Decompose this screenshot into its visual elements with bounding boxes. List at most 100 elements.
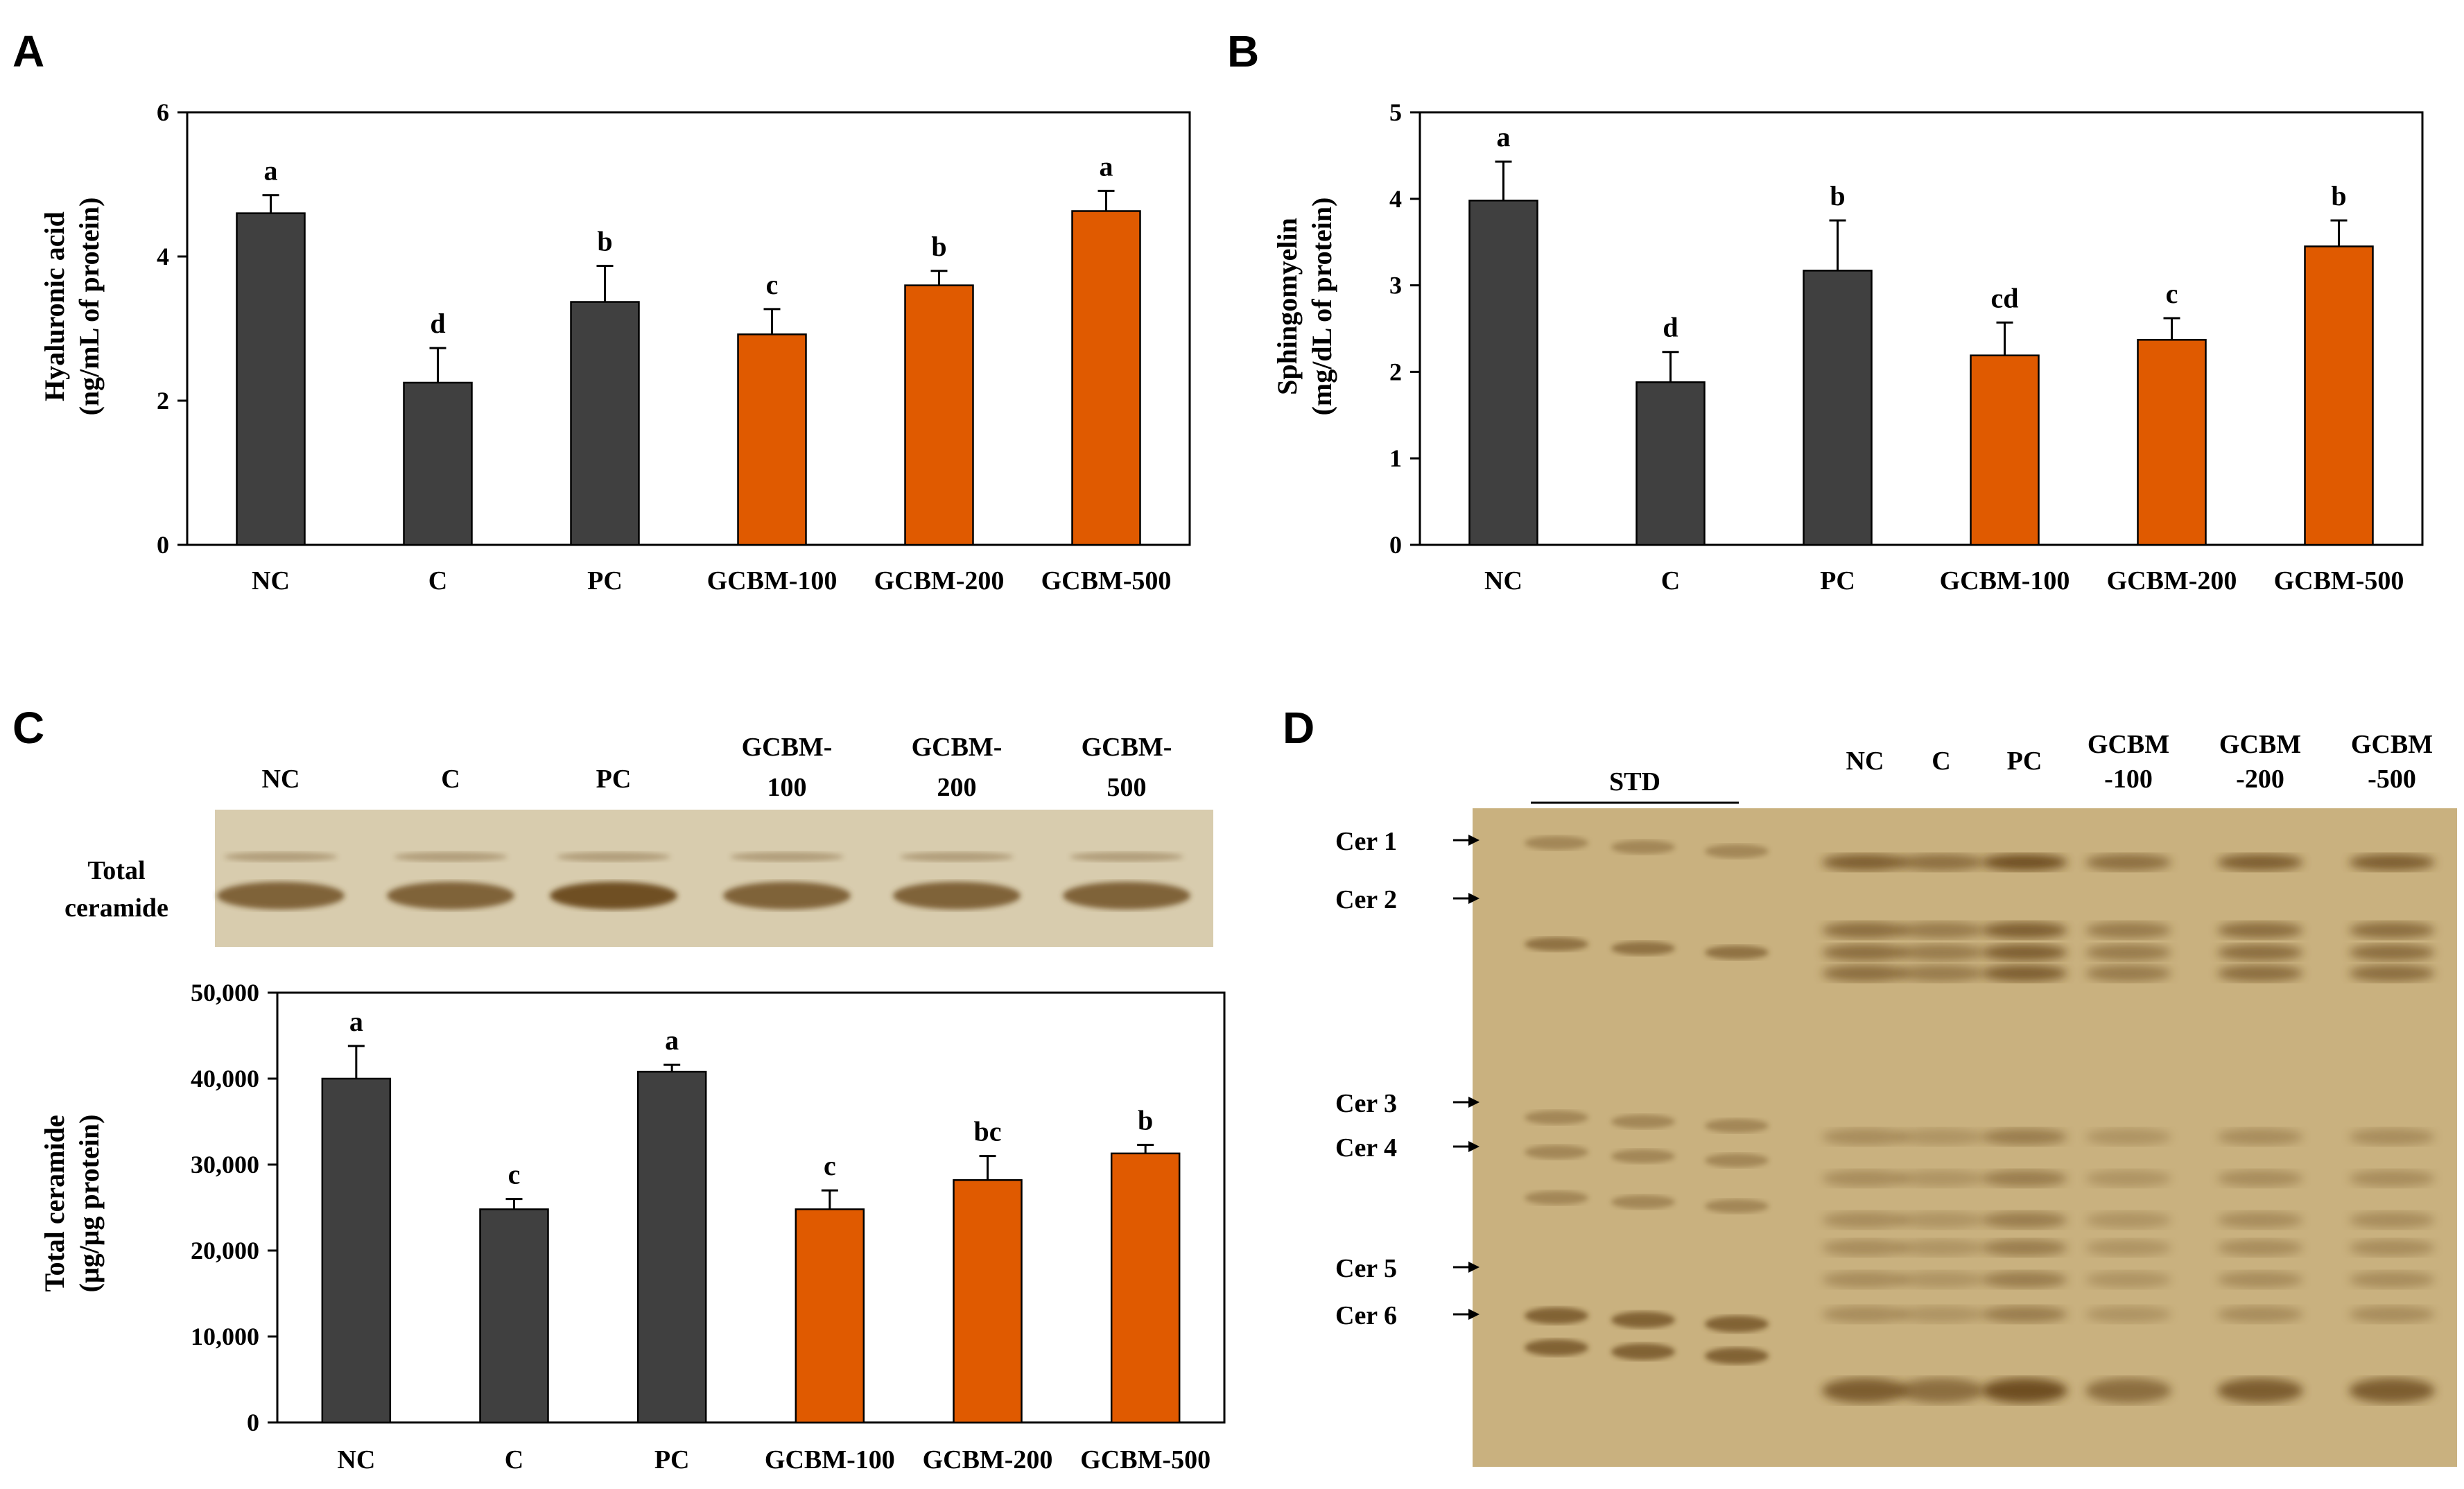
- blot-band-faint: [224, 852, 338, 862]
- chart-b-category-label: GCBM-100: [1940, 566, 2070, 595]
- tlc-marker-label: Cer 3: [1335, 1089, 1397, 1118]
- tlc-std-band: [1611, 1195, 1675, 1209]
- chart-c-bar: [636, 1070, 707, 1424]
- chart-a-ytick-label: 2: [157, 387, 169, 415]
- tlc-sample-band: [1981, 854, 2067, 871]
- tlc-sample-band: [2085, 922, 2171, 939]
- chart-b-bar: [2304, 245, 2374, 546]
- chart-c-category-label: NC: [337, 1445, 375, 1474]
- tlc-sample-band: [2217, 1378, 2303, 1403]
- tlc-std-band: [1525, 1191, 1588, 1205]
- tlc-sample-band: [1981, 1378, 2067, 1403]
- chart-c-category-label: GCBM-100: [765, 1445, 895, 1474]
- chart-a-sig-letter: d: [430, 308, 445, 339]
- tlc-lane-label: GCBM: [2088, 730, 2169, 759]
- chart-a-sig-letter: b: [931, 231, 946, 262]
- tlc-sample-band: [2085, 965, 2171, 982]
- tlc-sample-band: [1981, 1170, 2067, 1187]
- chart-c-bar: [321, 1077, 392, 1424]
- tlc-sample-band: [1898, 1129, 1984, 1145]
- chart-c: Total ceramide (μg/μg protein) 0 10,000 20…: [39, 979, 1226, 1474]
- blot-lane-label: GCBM-: [742, 733, 833, 762]
- tlc-sample-band: [2085, 1170, 2171, 1187]
- chart-b-sig-letter: cd: [1991, 282, 2019, 313]
- chart-c-category-label: GCBM-200: [923, 1445, 1053, 1474]
- tlc-sample-band: [1822, 854, 1908, 871]
- chart-b-ylabel-line1: Sphingomyelin: [1272, 218, 1303, 395]
- tlc-std-band: [1705, 1316, 1769, 1332]
- panel-letter-c: C: [12, 703, 44, 753]
- tlc-marker-arrow-head: [1468, 1141, 1480, 1152]
- chart-a-bar: [570, 301, 640, 546]
- tlc-std-band: [1611, 941, 1675, 955]
- chart-b-category-label: NC: [1484, 566, 1522, 595]
- tlc-sample-band: [1898, 1306, 1984, 1323]
- tlc-sample-band: [2217, 1129, 2303, 1145]
- blot-band-faint: [394, 852, 507, 862]
- tlc-std-band: [1705, 1119, 1769, 1133]
- tlc-sample-band: [1822, 922, 1908, 939]
- tlc-sample-band: [1981, 1306, 2067, 1323]
- tlc-sample-band: [2217, 1306, 2303, 1323]
- tlc-lane-label-sub: -500: [2368, 765, 2416, 794]
- tlc-sample-band: [2349, 1378, 2435, 1403]
- blot-band-faint: [900, 852, 1014, 862]
- chart-a-bar: [403, 381, 473, 546]
- blot-row-label-2: ceramide: [64, 894, 168, 923]
- tlc-sample-band: [1822, 1212, 1908, 1228]
- tlc-sample-band: [1822, 965, 1908, 982]
- tlc-sample-band: [1898, 1378, 1984, 1403]
- chart-c-bar: [1110, 1152, 1181, 1424]
- chart-a-bar: [1071, 210, 1141, 546]
- tlc-marker-label: Cer 1: [1335, 827, 1397, 856]
- tlc-sample-band: [2085, 1306, 2171, 1323]
- tlc-sample-band: [2217, 922, 2303, 939]
- chart-c-ytick-label: 40,000: [191, 1065, 259, 1092]
- chart-a-ylabel-line2: (ng/mL of protein): [73, 198, 105, 416]
- chart-a-bar: [236, 212, 306, 546]
- chart-a-sig-letter: b: [597, 226, 612, 257]
- tlc-sample-band: [2085, 944, 2171, 961]
- tlc-marker-label: Cer 5: [1335, 1254, 1397, 1283]
- tlc-sample-band: [1822, 1129, 1908, 1145]
- chart-b-sig-letter: a: [1497, 121, 1511, 153]
- chart-b-bar: [1970, 354, 2040, 546]
- chart-a-category-label: GCBM-100: [707, 566, 838, 595]
- chart-b-ytick-label: 3: [1389, 272, 1402, 299]
- tlc-lane-label: C: [1932, 747, 1950, 776]
- chart-b-ytick-label: 0: [1389, 531, 1402, 559]
- tlc-sample-band: [1898, 854, 1984, 871]
- chart-b-category-label: PC: [1820, 566, 1855, 595]
- chart-c-ytick-label: 30,000: [191, 1151, 259, 1178]
- tlc-sample-band: [1898, 922, 1984, 939]
- tlc-sample-band: [2217, 944, 2303, 961]
- chart-a-category-label: NC: [252, 566, 290, 595]
- chart-c-sig-letter: c: [824, 1150, 836, 1181]
- chart-b-ytick-label: 1: [1389, 444, 1402, 472]
- chart-c-sig-letter: bc: [974, 1116, 1002, 1147]
- tlc-sample-band: [1822, 1271, 1908, 1288]
- tlc-std-band: [1611, 1312, 1675, 1328]
- chart-a: Hyaluronic acid (ng/mL of protein) 0 2 4 6 a…: [39, 98, 1191, 595]
- blot-lane-label: GCBM-: [912, 733, 1003, 762]
- tlc-std-band: [1525, 1339, 1588, 1356]
- tlc-lane-label: GCBM: [2219, 730, 2301, 759]
- blot-background: [215, 810, 1213, 947]
- tlc-sample-band: [1822, 944, 1908, 961]
- chart-a-frame: [186, 111, 1191, 546]
- chart-c-ylabel-line1: Total ceramide: [39, 1115, 70, 1291]
- tlc-sample-band: [2217, 854, 2303, 871]
- chart-b-sig-letter: d: [1663, 312, 1678, 343]
- chart-a-sig-letter: a: [264, 155, 278, 186]
- tlc-marker-arrow-head: [1468, 1262, 1480, 1273]
- chart-a-category-label: GCBM-200: [874, 566, 1005, 595]
- chart-c-ytick-label: 50,000: [191, 979, 259, 1007]
- chart-b-bar: [1803, 270, 1873, 546]
- tlc-sample-band: [1822, 1378, 1908, 1403]
- tlc-sample-band: [2085, 1212, 2171, 1228]
- tlc-sample-band: [2349, 854, 2435, 871]
- chart-c-sig-letter: c: [508, 1159, 521, 1190]
- chart-a-category-label: C: [428, 566, 447, 595]
- chart-a-ytick-label: 4: [157, 243, 169, 270]
- chart-c-category-label: PC: [654, 1445, 690, 1474]
